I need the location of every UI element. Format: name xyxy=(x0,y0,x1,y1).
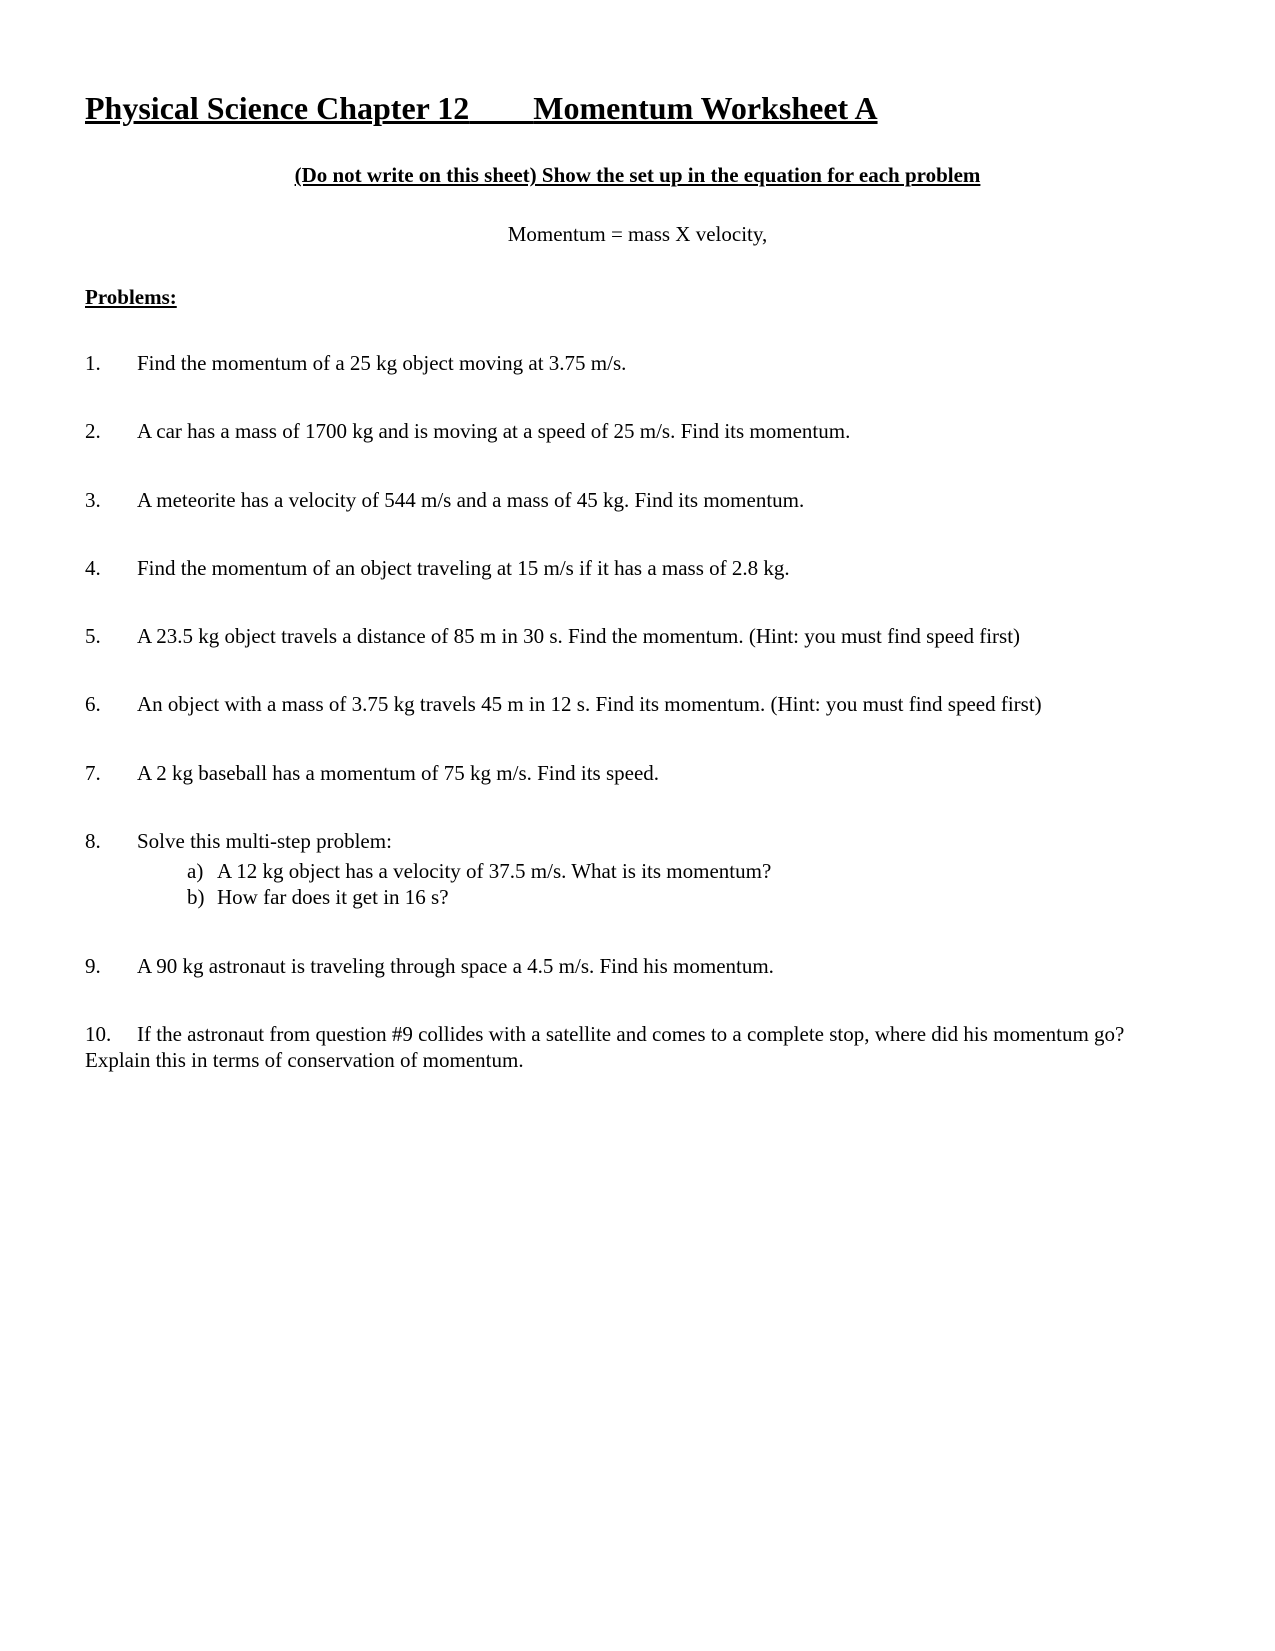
instruction-text: (Do not write on this sheet) Show the se… xyxy=(85,163,1190,188)
problem-number: 10. xyxy=(85,1021,137,1047)
problem-text: Find the momentum of an object traveling… xyxy=(137,555,1190,581)
formula-text: Momentum = mass X velocity, xyxy=(85,222,1190,247)
problem-text: A 23.5 kg object travels a distance of 8… xyxy=(137,623,1190,649)
subpart-item: a) A 12 kg object has a velocity of 37.5… xyxy=(137,858,1190,884)
problem-text: Solve this multi-step problem: a) A 12 k… xyxy=(137,828,1190,911)
problem-item: 3. A meteorite has a velocity of 544 m/s… xyxy=(85,487,1190,513)
page-title: Physical Science Chapter 12 Momentum Wor… xyxy=(85,90,1190,127)
problem-number: 4. xyxy=(85,555,137,581)
problem-text: Find the momentum of a 25 kg object movi… xyxy=(137,350,1190,376)
title-right: Momentum Worksheet A xyxy=(533,90,877,126)
problem-text: A 90 kg astronaut is traveling through s… xyxy=(137,953,1190,979)
subpart-text: A 12 kg object has a velocity of 37.5 m/… xyxy=(217,858,771,884)
problem-item: 5. A 23.5 kg object travels a distance o… xyxy=(85,623,1190,649)
problem-number: 5. xyxy=(85,623,137,649)
problem-item: 1. Find the momentum of a 25 kg object m… xyxy=(85,350,1190,376)
problem-item: 4. Find the momentum of an object travel… xyxy=(85,555,1190,581)
problem-number: 8. xyxy=(85,828,137,911)
problem-text: A 2 kg baseball has a momentum of 75 kg … xyxy=(137,760,1190,786)
section-header-problems: Problems: xyxy=(85,285,1190,310)
problem-item: 6. An object with a mass of 3.75 kg trav… xyxy=(85,691,1190,717)
problem-item: 8. Solve this multi-step problem: a) A 1… xyxy=(85,828,1190,911)
problem-number: 7. xyxy=(85,760,137,786)
problem-text: A meteorite has a velocity of 544 m/s an… xyxy=(137,487,1190,513)
problems-list: 1. Find the momentum of a 25 kg object m… xyxy=(85,350,1190,1073)
problem-number: 6. xyxy=(85,691,137,717)
subpart-label: a) xyxy=(187,858,217,884)
subpart-text: How far does it get in 16 s? xyxy=(217,884,449,910)
title-left: Physical Science Chapter 12 xyxy=(85,90,469,126)
problem-text: A car has a mass of 1700 kg and is movin… xyxy=(137,418,1190,444)
problem-number: 3. xyxy=(85,487,137,513)
problem-text: An object with a mass of 3.75 kg travels… xyxy=(137,691,1190,717)
problem-number: 2. xyxy=(85,418,137,444)
problem-item: 9. A 90 kg astronaut is traveling throug… xyxy=(85,953,1190,979)
problem-item: 10.If the astronaut from question #9 col… xyxy=(85,1021,1190,1074)
problem-text-main: Solve this multi-step problem: xyxy=(137,829,392,853)
problem-number: 1. xyxy=(85,350,137,376)
problem-item: 2. A car has a mass of 1700 kg and is mo… xyxy=(85,418,1190,444)
problem-number: 9. xyxy=(85,953,137,979)
subparts-list: a) A 12 kg object has a velocity of 37.5… xyxy=(137,858,1190,911)
problem-text: If the astronaut from question #9 collid… xyxy=(85,1022,1124,1072)
subpart-item: b) How far does it get in 16 s? xyxy=(137,884,1190,910)
problem-item: 7. A 2 kg baseball has a momentum of 75 … xyxy=(85,760,1190,786)
subpart-label: b) xyxy=(187,884,217,910)
